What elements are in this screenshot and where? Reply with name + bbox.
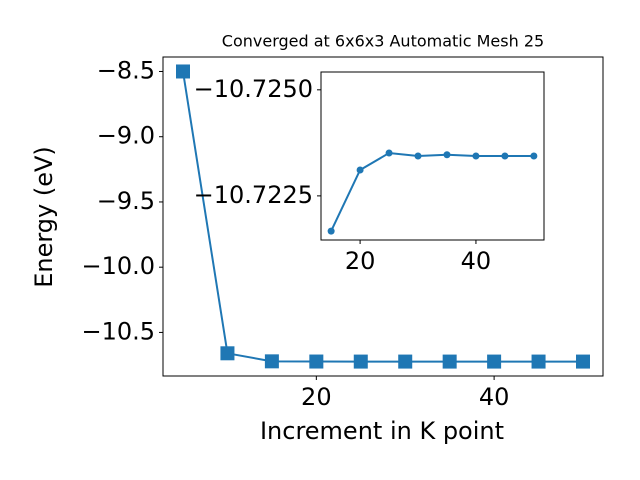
marker [443, 151, 451, 159]
x-axis-label: Increment in K point [260, 417, 504, 445]
x-tick-label: 40 [479, 383, 510, 411]
marker [530, 152, 538, 160]
marker [501, 152, 509, 160]
marker [398, 354, 413, 369]
y-tick-label: −10.7250 [194, 75, 313, 103]
x-tick-label: 20 [345, 247, 376, 275]
y-tick-label: −10.0 [81, 252, 155, 280]
y-tick-label: −9.5 [97, 187, 155, 215]
marker [576, 354, 590, 369]
marker [353, 354, 368, 369]
marker [264, 354, 279, 369]
marker [220, 346, 235, 361]
marker [414, 152, 422, 160]
marker [385, 149, 393, 157]
y-tick-label: −10.7225 [194, 181, 313, 209]
marker [531, 354, 546, 369]
y-tick-label: −8.5 [97, 56, 155, 84]
x-tick-label: 40 [461, 247, 492, 275]
series-line [182, 71, 583, 363]
x-tick-label: 20 [301, 383, 332, 411]
marker [176, 64, 190, 79]
marker [472, 152, 480, 160]
y-axis-label: Energy (eV) [30, 146, 58, 288]
marker [487, 354, 502, 369]
marker [327, 227, 335, 235]
marker [309, 354, 324, 369]
y-tick-label: −10.5 [81, 317, 155, 345]
chart-title: Converged at 6x6x3 Automatic Mesh 25 [222, 32, 544, 51]
marker [356, 166, 364, 174]
series-line [330, 152, 534, 232]
y-tick-label: −9.0 [97, 122, 155, 150]
marker [442, 354, 457, 369]
